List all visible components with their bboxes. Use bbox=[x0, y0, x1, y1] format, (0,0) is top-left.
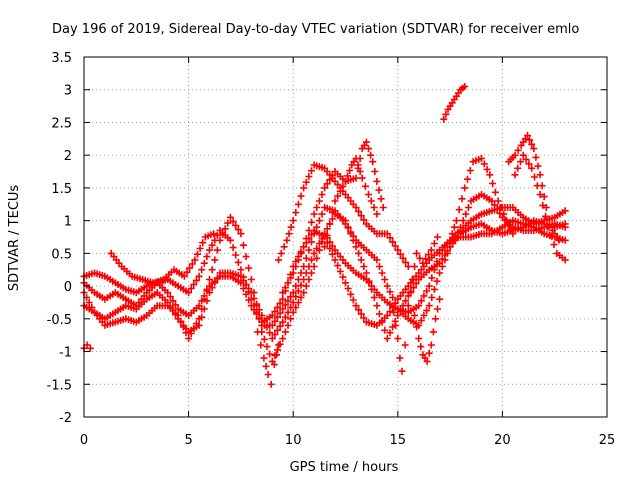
data-point-markers bbox=[505, 132, 563, 244]
data-point-markers bbox=[275, 161, 412, 270]
x-tick-label: 15 bbox=[390, 433, 407, 448]
y-tick-label: 2 bbox=[64, 149, 72, 164]
data-point-markers bbox=[254, 328, 283, 388]
y-tick-label: 3 bbox=[64, 84, 72, 99]
axis-ticks: 0 5 10 15 20 25 -2 -1.5 -1 -0.5 0 0.5 1 1.5 2 2.5 3 3.5 bbox=[47, 51, 616, 448]
series-track-5 bbox=[107, 230, 218, 287]
y-tick-label: -0.5 bbox=[47, 313, 72, 328]
x-tick-label: 10 bbox=[285, 433, 302, 448]
y-tick-label: 3.5 bbox=[51, 51, 72, 66]
x-tick-label: 20 bbox=[494, 433, 511, 448]
series-track-6 bbox=[275, 161, 412, 270]
series-track-7 bbox=[279, 138, 387, 297]
y-tick-label: -2 bbox=[59, 411, 72, 426]
data-point-markers bbox=[279, 138, 387, 297]
y-tick-label: -1 bbox=[59, 346, 72, 361]
series-track-15 bbox=[411, 295, 444, 365]
y-tick-label: 1 bbox=[64, 215, 72, 230]
data-point-markers bbox=[411, 295, 444, 365]
x-axis-label: GPS time / hours bbox=[290, 460, 399, 475]
series-track-9 bbox=[446, 155, 517, 244]
data-point-markers bbox=[107, 230, 218, 287]
y-tick-label: -1.5 bbox=[47, 378, 72, 393]
y-tick-label: 0 bbox=[64, 280, 72, 295]
y-axis-label: SDTVAR / TECUs bbox=[7, 185, 22, 292]
y-tick-label: 0.5 bbox=[51, 247, 72, 262]
data-point-markers bbox=[440, 83, 469, 123]
series-track-12 bbox=[440, 83, 469, 123]
plot-frame bbox=[83, 56, 608, 418]
data-point-markers bbox=[321, 155, 381, 251]
series-track-11 bbox=[511, 151, 569, 264]
x-tick-label: 0 bbox=[80, 433, 88, 448]
chart-title: Day 196 of 2019, Sidereal Day-to-day VTE… bbox=[52, 22, 579, 37]
series-track-13 bbox=[390, 233, 441, 375]
x-tick-label: 5 bbox=[184, 433, 192, 448]
y-tick-label: 1.5 bbox=[51, 182, 72, 197]
series-track-10 bbox=[505, 132, 563, 244]
data-point-markers bbox=[446, 155, 517, 244]
data-point-markers bbox=[390, 233, 441, 375]
y-tick-label: 2.5 bbox=[51, 116, 72, 131]
series-track-8 bbox=[321, 155, 381, 251]
series-track-14 bbox=[254, 328, 283, 388]
x-tick-label: 25 bbox=[599, 433, 616, 448]
data-point-markers bbox=[511, 151, 569, 264]
